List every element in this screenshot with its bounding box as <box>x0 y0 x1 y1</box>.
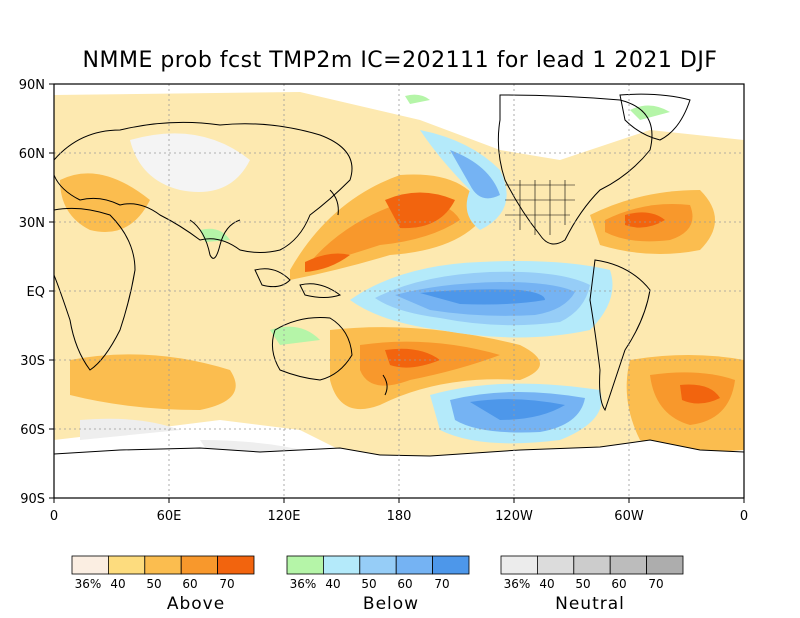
legend-caption: Below <box>363 594 419 614</box>
lat-label: 90N <box>19 78 45 93</box>
lon-label: 120E <box>267 509 300 524</box>
legend-above: 36% 40 50 60 70 Above <box>71 555 255 614</box>
state-boundaries <box>505 180 575 235</box>
legend-swatch <box>646 555 684 575</box>
lon-label: 60E <box>157 509 182 524</box>
legend-tick: 50 <box>146 577 161 591</box>
legend-swatch <box>573 555 611 575</box>
lat-label: 30S <box>20 354 45 369</box>
coastlines <box>54 93 691 412</box>
legend-tick: 50 <box>361 577 376 591</box>
legend-swatch <box>395 555 433 575</box>
legend-neutral: 36% 40 50 60 70 Neutral <box>500 555 684 614</box>
legend-tick: 60 <box>182 577 197 591</box>
lon-label: 60W <box>614 509 644 524</box>
legend-swatch <box>432 555 470 575</box>
legend-swatch <box>180 555 218 575</box>
legend-tick: 36% <box>504 577 531 591</box>
legend-tick: 36% <box>290 577 317 591</box>
map-title: NMME prob fcst TMP2m IC=202111 for lead … <box>82 48 718 73</box>
legend-swatch <box>144 555 182 575</box>
legend-below: 36% 40 50 60 70 Below <box>286 555 470 614</box>
longitude-labels: 0 60E 120E 180 120W 60W 0 <box>50 509 748 524</box>
lat-label: 90S <box>20 492 45 507</box>
legend-tick: 40 <box>325 577 340 591</box>
legend-tick: 50 <box>575 577 590 591</box>
legend-tick: 60 <box>611 577 626 591</box>
axis-ticks <box>49 83 745 503</box>
latitude-labels: 90N 60N 30N EQ 30S 60S 90S <box>19 78 45 507</box>
legend-tick: 36% <box>75 577 102 591</box>
legend-swatch <box>537 555 575 575</box>
legend-tick: 70 <box>219 577 234 591</box>
lat-label: 60S <box>20 423 45 438</box>
lon-label: 120W <box>495 509 533 524</box>
legend-tick: 40 <box>110 577 125 591</box>
legend-swatch <box>500 555 538 575</box>
legend-swatch <box>359 555 397 575</box>
lat-label: 60N <box>19 147 45 162</box>
legend-tick: 70 <box>648 577 663 591</box>
legend-tick: 40 <box>539 577 554 591</box>
legend-swatch <box>609 555 647 575</box>
legend-caption: Neutral <box>555 594 625 614</box>
lat-label: 30N <box>19 216 45 231</box>
legend-tick: 70 <box>434 577 449 591</box>
legend-swatch <box>108 555 146 575</box>
legend-caption: Above <box>167 594 225 614</box>
lon-label: 180 <box>387 509 412 524</box>
legend-tick: 60 <box>397 577 412 591</box>
legend-swatch <box>323 555 361 575</box>
legend-swatch <box>71 555 109 575</box>
lon-label: 0 <box>740 509 748 524</box>
legend-swatch <box>217 555 255 575</box>
lon-label: 0 <box>50 509 58 524</box>
legend-swatch <box>286 555 324 575</box>
lat-label: EQ <box>27 285 45 300</box>
graticule <box>54 84 744 498</box>
